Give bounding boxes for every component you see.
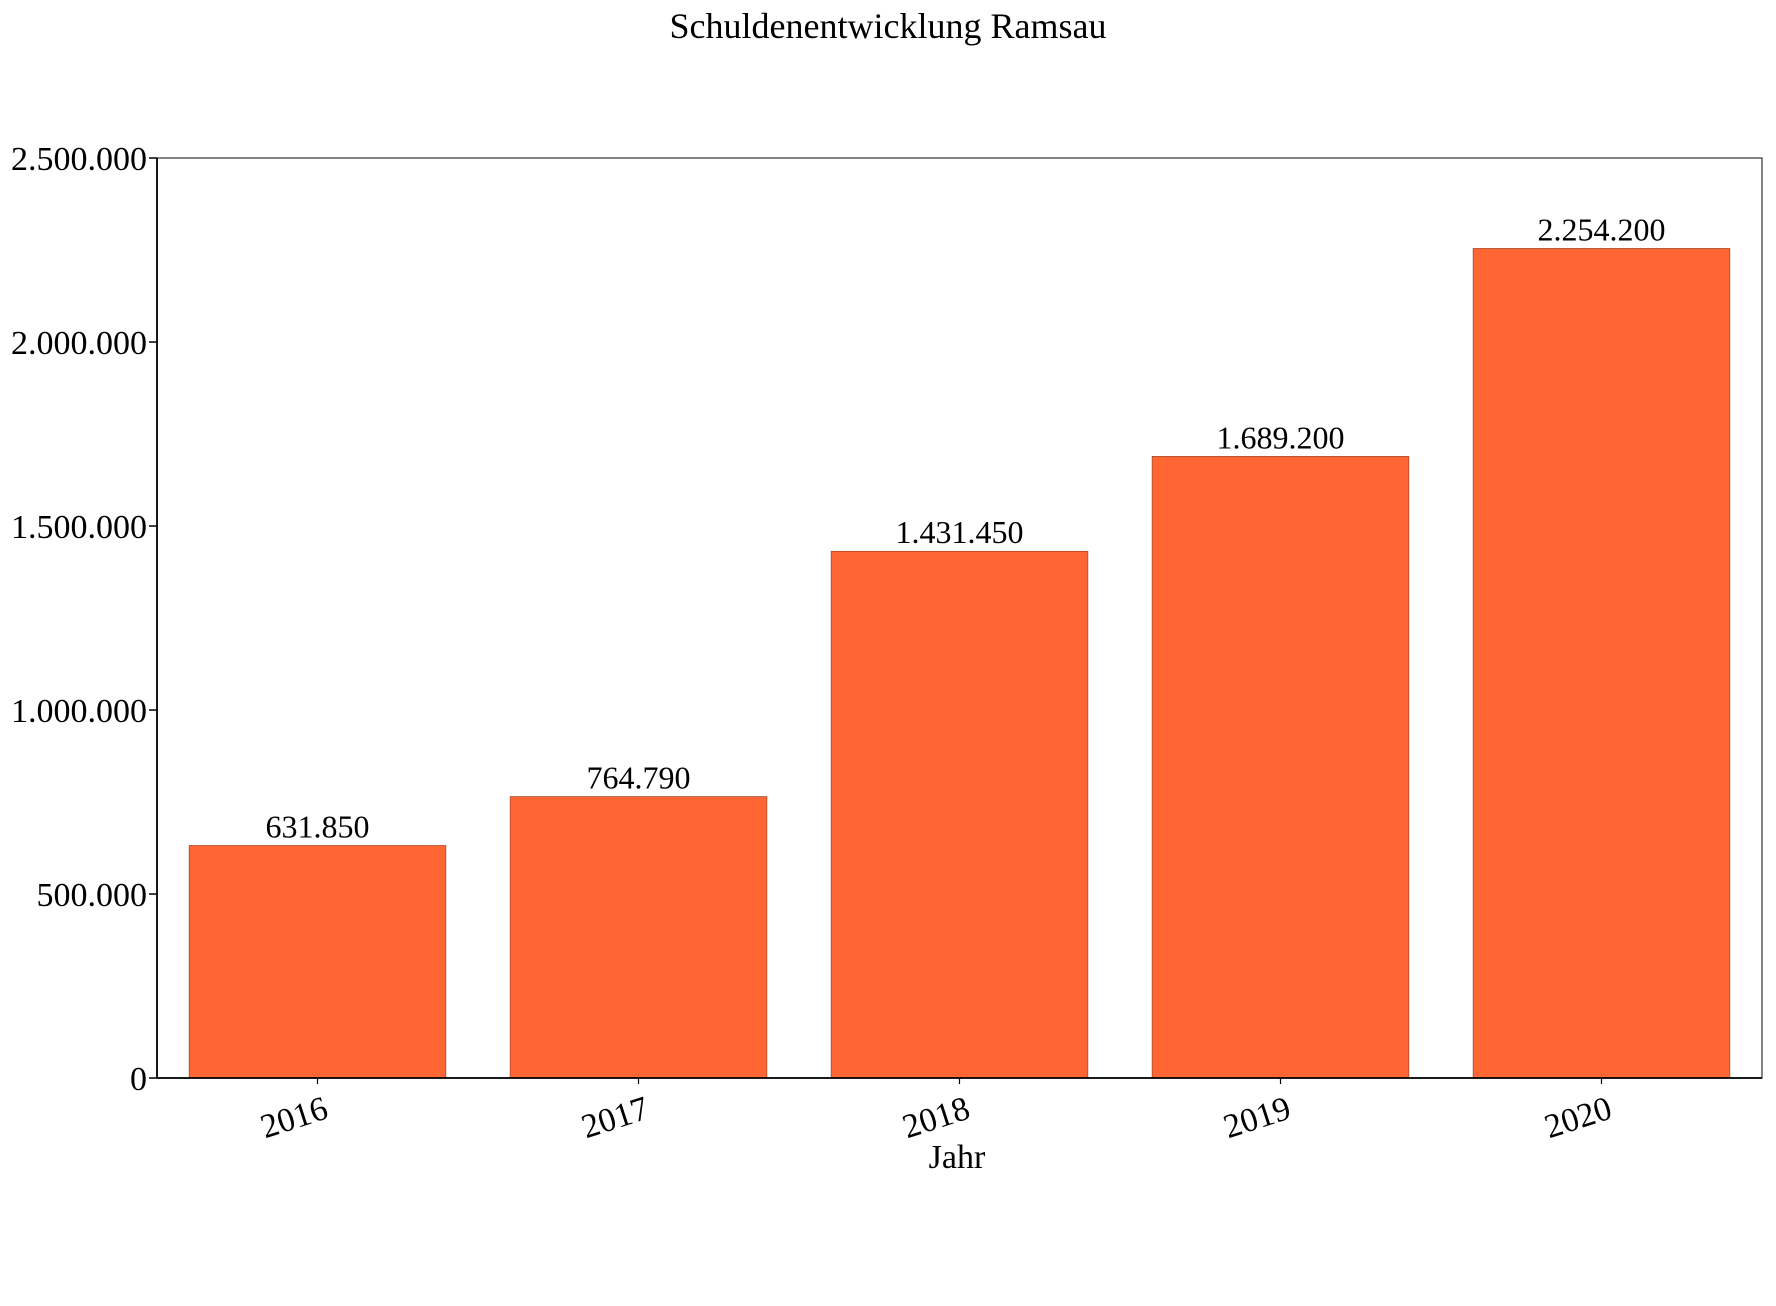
data-label-2018: 1.431.450 bbox=[896, 514, 1024, 550]
bar-2016 bbox=[188, 845, 447, 1079]
data-label-2020: 2.254.200 bbox=[1538, 211, 1666, 247]
bar-2020 bbox=[1472, 248, 1731, 1079]
y-tick-label: 500.000 bbox=[37, 877, 148, 914]
x-axis-label: Jahr bbox=[929, 1139, 986, 1176]
data-label-2016: 631.850 bbox=[266, 808, 370, 844]
bars-group: 631.850 764.790 1.431.450 1.689.200 2.254.20… bbox=[188, 211, 1731, 1079]
x-tick-label: 2018 bbox=[898, 1090, 974, 1146]
x-tick-label: 2019 bbox=[1219, 1090, 1295, 1146]
y-tick-label: 1.500.000 bbox=[11, 509, 147, 546]
x-tick-label: 2020 bbox=[1540, 1090, 1616, 1146]
y-tick-label: 2.000.000 bbox=[11, 325, 147, 362]
y-axis: 0 500.000 1.000.000 1.500.000 2.000.000 2.500… bbox=[11, 141, 158, 1098]
bar-2019 bbox=[1151, 456, 1410, 1079]
y-tick-label: 0 bbox=[130, 1061, 147, 1098]
y-tick-label: 1.000.000 bbox=[11, 693, 147, 730]
data-label-2017: 764.790 bbox=[587, 760, 691, 796]
y-tick-label: 2.500.000 bbox=[11, 141, 147, 178]
x-tick-label: 2016 bbox=[256, 1090, 332, 1146]
data-label-2019: 1.689.200 bbox=[1217, 419, 1345, 455]
bar-2018 bbox=[830, 550, 1089, 1079]
chart-title: Schuldenentwicklung Ramsau bbox=[670, 6, 1107, 46]
bar-2017 bbox=[509, 796, 768, 1079]
x-axis: 2016 2017 2018 2019 2020 bbox=[157, 1077, 1762, 1146]
x-tick-label: 2017 bbox=[577, 1090, 653, 1146]
